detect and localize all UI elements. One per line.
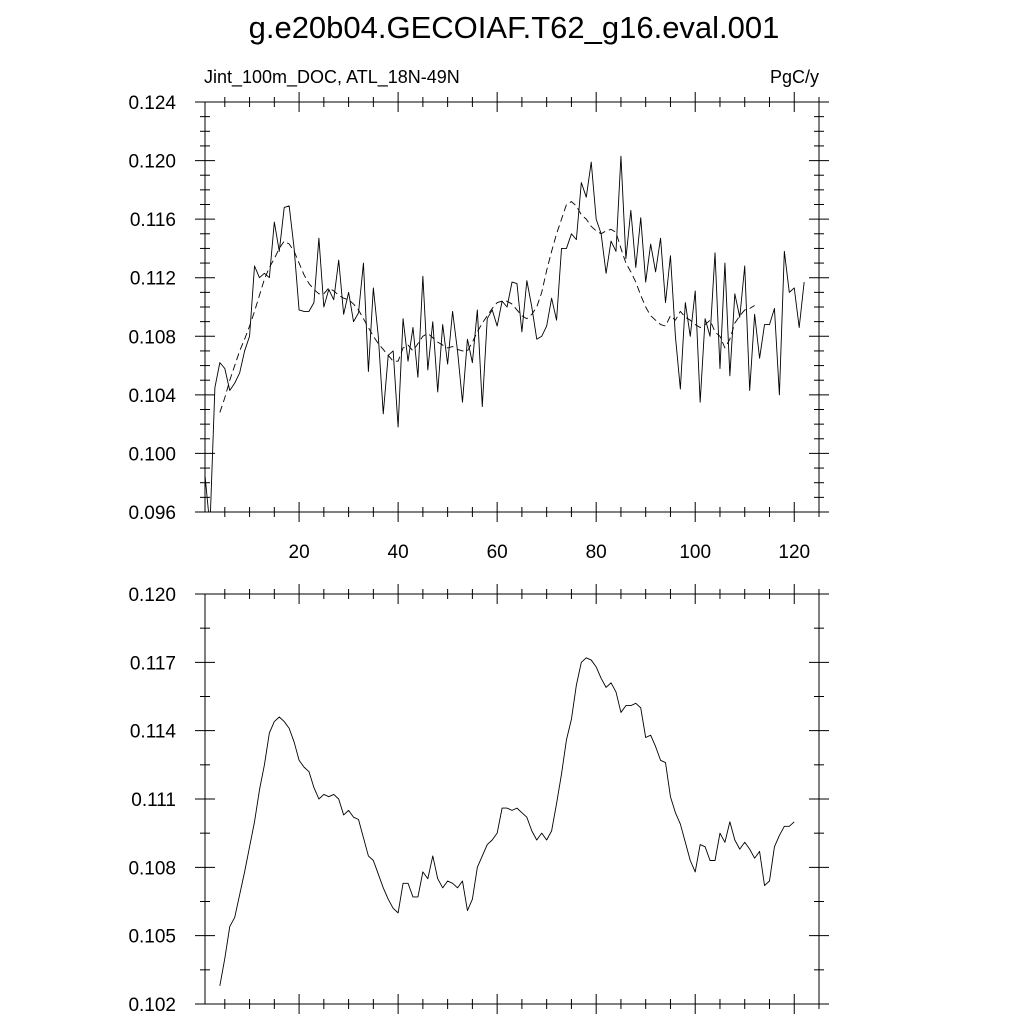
top-panel-left-label: Jint_100m_DOC, ATL_18N-49N [204, 67, 460, 88]
y-tick-label: 0.120 [128, 585, 176, 606]
series-line-solid [205, 155, 805, 512]
y-tick-label: 0.100 [128, 444, 176, 465]
y-axis: 0.102 0.105 0.108 0.111 0.114 0.117 0.120 [128, 585, 829, 1016]
x-tick-label: 40 [388, 542, 409, 563]
y-tick-label: 0.124 [128, 93, 176, 114]
y-tick-label: 0.116 [130, 210, 176, 231]
y-tick-label: 0.108 [128, 327, 176, 348]
y-tick-label: 0.112 [130, 269, 176, 290]
series-line-solid [219, 657, 795, 986]
x-axis [224, 584, 820, 1014]
x-tick-label: 20 [289, 542, 310, 563]
chart-title: g.e20b04.GECOIAF.T62_g16.eval.001 [249, 10, 780, 45]
x-tick-label: 100 [679, 542, 711, 563]
y-tick-label: 0.120 [128, 152, 176, 173]
x-axis: 20 40 60 80 100 120 [224, 92, 820, 563]
x-tick-label: 60 [487, 542, 508, 563]
top-panel-right-label: PgC/y [770, 67, 819, 87]
bottom-panel: 0.102 0.105 0.108 0.111 0.114 0.117 0.120 [128, 584, 829, 1016]
top-panel: 20 40 60 80 100 1200.0960.1000.1040.1080.1120… [128, 92, 829, 563]
y-tick-label: 0.102 [128, 995, 176, 1016]
y-tick-label: 0.108 [128, 858, 176, 879]
y-tick-label: 0.104 [128, 386, 176, 407]
y-axis: 0.096 0.100 0.104 0.108 0.112 0.116 0.120 0.124 [128, 93, 829, 524]
y-tick-label: 0.111 [131, 790, 176, 811]
y-tick-label: 0.096 [128, 503, 176, 524]
y-tick-label: 0.117 [130, 653, 176, 674]
series-line-dashed [219, 201, 755, 413]
plot-frame [204, 593, 820, 1005]
y-tick-label: 0.105 [128, 927, 176, 948]
y-tick-label: 0.114 [130, 722, 177, 743]
x-tick-label: 80 [586, 542, 607, 563]
x-tick-label: 120 [778, 542, 810, 563]
